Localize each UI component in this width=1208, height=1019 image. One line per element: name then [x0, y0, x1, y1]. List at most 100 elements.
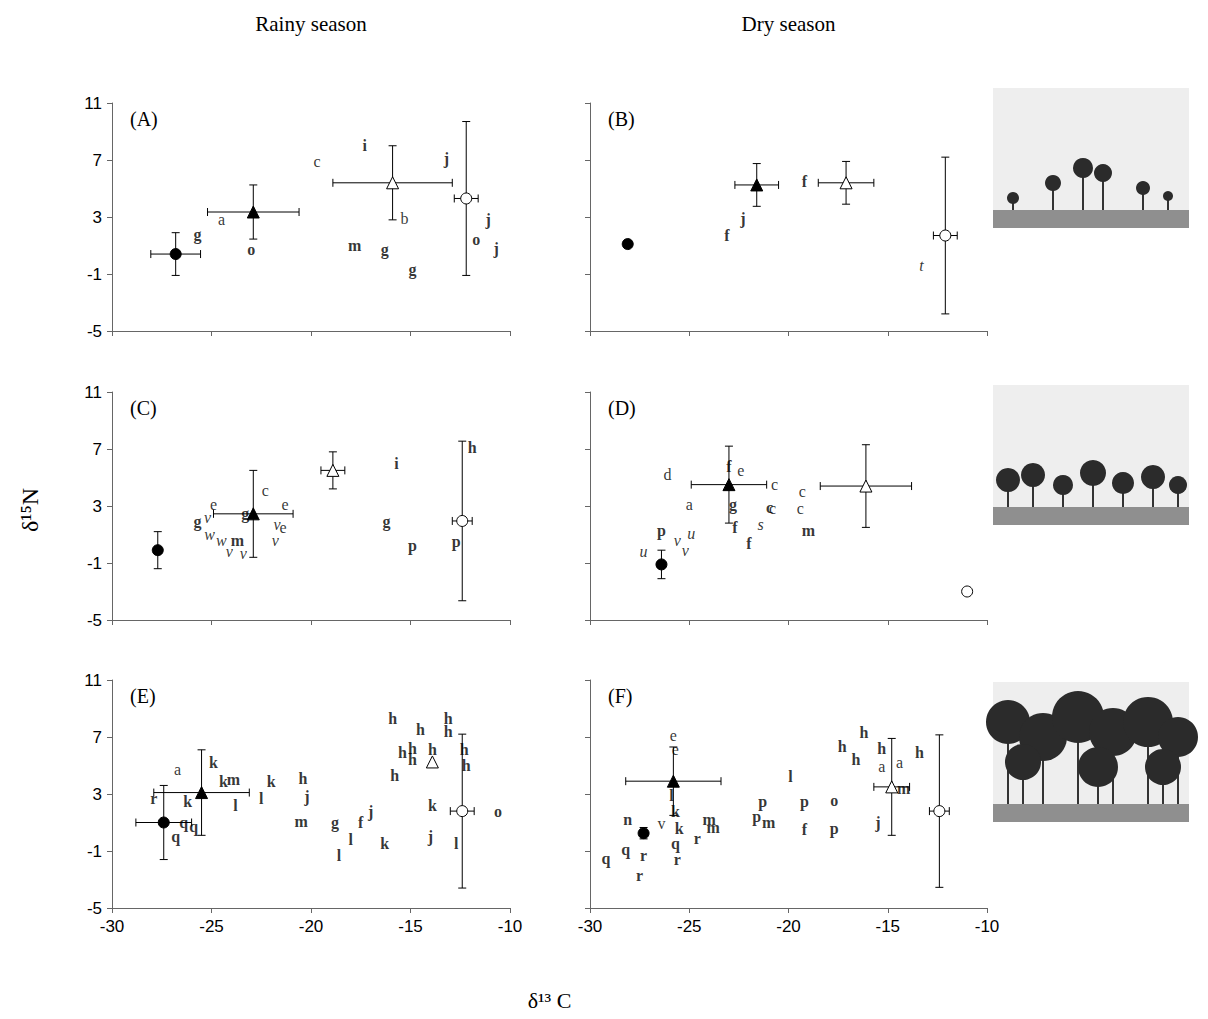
svg-text:j: j: [874, 814, 880, 832]
svg-text:11: 11: [84, 383, 102, 402]
svg-text:h: h: [388, 710, 397, 727]
svg-text:h: h: [299, 770, 308, 787]
svg-text:v: v: [272, 532, 280, 549]
svg-text:g: g: [194, 513, 202, 531]
svg-text:-15: -15: [875, 917, 900, 936]
svg-text:j: j: [443, 150, 449, 168]
svg-text:h: h: [468, 439, 477, 456]
svg-text:-5: -5: [87, 611, 102, 630]
svg-text:g: g: [331, 814, 339, 832]
svg-text:-1: -1: [87, 554, 102, 573]
svg-text:-10: -10: [498, 917, 523, 936]
svg-text:a: a: [686, 496, 693, 513]
svg-text:v: v: [240, 545, 248, 562]
svg-text:p: p: [800, 793, 809, 811]
svg-text:p: p: [830, 820, 839, 838]
svg-text:g: g: [241, 505, 249, 523]
svg-text:a: a: [218, 211, 225, 228]
svg-text:(D): (D): [608, 397, 636, 420]
svg-text:11: 11: [84, 671, 102, 690]
svg-text:v: v: [657, 815, 665, 832]
svg-text:v: v: [204, 509, 212, 526]
svg-text:-5: -5: [87, 899, 102, 918]
svg-text:l: l: [454, 835, 459, 852]
svg-text:7: 7: [93, 440, 102, 459]
svg-text:m: m: [227, 771, 241, 788]
svg-text:v: v: [674, 532, 682, 549]
svg-text:j: j: [367, 803, 373, 821]
svg-text:g: g: [194, 226, 202, 244]
svg-text:f: f: [746, 535, 752, 552]
svg-text:u: u: [640, 543, 648, 560]
svg-text:t: t: [919, 257, 924, 274]
svg-text:o: o: [472, 231, 480, 248]
svg-text:(C): (C): [130, 397, 157, 420]
svg-text:(E): (E): [130, 685, 156, 708]
svg-text:v: v: [226, 543, 234, 560]
svg-text:c: c: [262, 482, 269, 499]
svg-text:m: m: [897, 780, 911, 797]
svg-text:j: j: [303, 788, 309, 806]
svg-text:g: g: [408, 261, 416, 279]
svg-text:(B): (B): [608, 108, 635, 131]
svg-text:g: g: [381, 241, 389, 259]
svg-text:h: h: [428, 741, 437, 758]
svg-text:e: e: [672, 741, 679, 758]
svg-text:e: e: [737, 462, 744, 479]
svg-text:δ¹³ C: δ¹³ C: [528, 988, 572, 1013]
svg-text:f: f: [358, 814, 364, 831]
svg-text:h: h: [460, 741, 469, 758]
svg-text:h: h: [915, 744, 924, 761]
svg-text:7: 7: [93, 728, 102, 747]
svg-text:q: q: [671, 835, 680, 853]
svg-text:a: a: [174, 761, 181, 778]
svg-text:o: o: [247, 241, 255, 258]
svg-text:g: g: [383, 513, 391, 531]
svg-text:3: 3: [93, 497, 102, 516]
svg-text:-25: -25: [677, 917, 702, 936]
svg-text:c: c: [771, 476, 778, 493]
svg-text:7: 7: [93, 151, 102, 170]
svg-text:k: k: [380, 835, 389, 852]
svg-text:-5: -5: [87, 322, 102, 341]
svg-text:l: l: [349, 831, 354, 848]
svg-text:j: j: [492, 240, 498, 258]
svg-text:-30: -30: [578, 917, 603, 936]
svg-text:m: m: [294, 813, 308, 830]
svg-text:v: v: [682, 542, 690, 559]
svg-text:g: g: [729, 496, 737, 514]
svg-text:c: c: [799, 483, 806, 500]
svg-text:c: c: [313, 153, 320, 170]
svg-text:o: o: [830, 792, 838, 809]
svg-text:r: r: [636, 867, 643, 884]
svg-text:-1: -1: [87, 265, 102, 284]
svg-text:q: q: [179, 814, 188, 832]
svg-text:3: 3: [93, 208, 102, 227]
svg-text:-10: -10: [975, 917, 1000, 936]
svg-text:u: u: [687, 525, 695, 542]
svg-text:j: j: [739, 210, 745, 228]
svg-text:s: s: [758, 516, 764, 533]
svg-text:n: n: [623, 811, 632, 828]
svg-text:q: q: [601, 850, 610, 868]
svg-text:i: i: [394, 455, 399, 472]
svg-text:δ¹⁵N: δ¹⁵N: [17, 488, 43, 532]
svg-text:j: j: [427, 828, 433, 846]
svg-text:q: q: [621, 841, 630, 859]
svg-text:h: h: [416, 721, 425, 738]
svg-text:p: p: [752, 808, 761, 826]
svg-text:h: h: [859, 724, 868, 741]
svg-text:r: r: [150, 790, 157, 807]
svg-text:k: k: [428, 797, 437, 814]
svg-text:h: h: [398, 744, 407, 761]
svg-text:r: r: [674, 851, 681, 868]
svg-text:p: p: [452, 533, 461, 551]
svg-text:3: 3: [93, 785, 102, 804]
svg-text:Rainy season: Rainy season: [255, 12, 367, 36]
svg-text:l: l: [788, 768, 793, 785]
svg-text:-1: -1: [87, 842, 102, 861]
svg-text:a: a: [878, 758, 885, 775]
svg-text:q: q: [189, 818, 198, 836]
svg-text:b: b: [401, 210, 409, 227]
svg-text:-20: -20: [299, 917, 324, 936]
